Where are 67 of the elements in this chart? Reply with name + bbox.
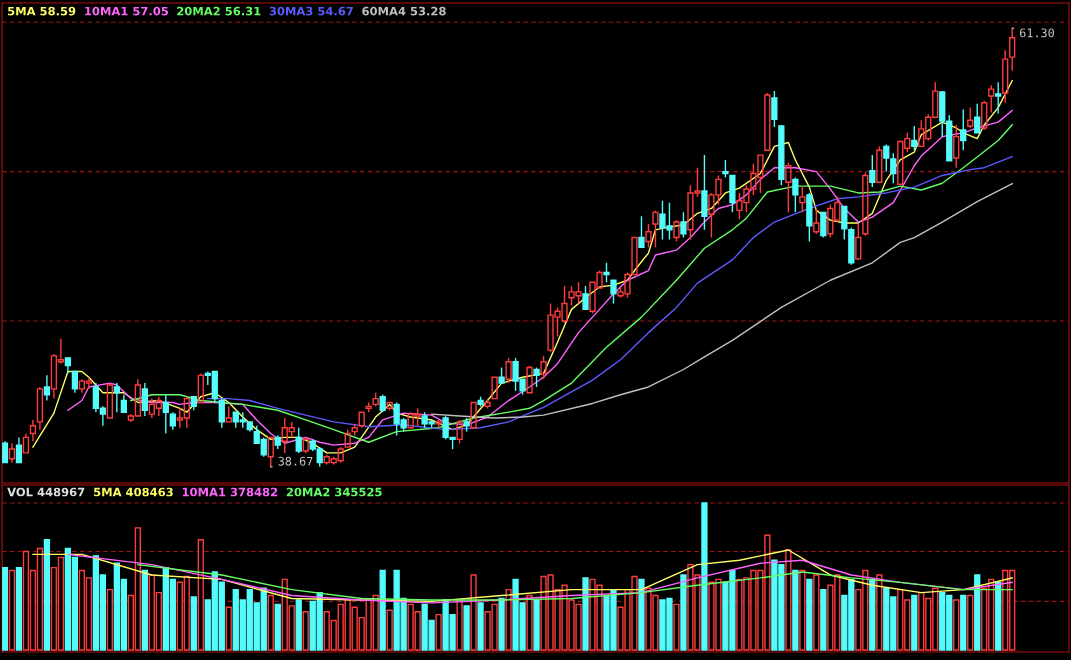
candlestick [162,394,169,435]
text: 5MA 408463 [94,487,173,497]
bar [967,594,974,651]
text: 60MA4 53.28 [362,6,446,16]
annotation: 38.67 [278,456,313,466]
bar [463,605,470,651]
bar [267,594,274,651]
bar [435,613,442,651]
bar [792,569,799,651]
text: 20MA2 345525 [286,487,382,497]
bar [813,574,820,651]
bar [820,588,827,651]
text: 61.30 [1019,28,1054,38]
bar [302,611,309,651]
bar [974,574,981,651]
candlestick [470,401,477,429]
bar [106,588,114,651]
candlestick [638,215,645,248]
candlestick [15,436,23,464]
bar [806,578,813,651]
candlestick [22,432,30,454]
bar [799,569,806,651]
bar [876,574,883,651]
text: 5MA 58.59 [8,6,76,16]
bar [701,502,708,651]
bar [995,581,1002,651]
bar [869,578,876,651]
bar [526,594,533,651]
bar [379,569,386,651]
bar [295,599,302,651]
text: 20MA2 56.31 [177,6,261,16]
bar [43,538,51,651]
bar [638,578,645,651]
text: 10MA1 378482 [182,487,278,497]
bar [477,602,484,651]
bar [785,549,792,651]
candlestick [491,376,498,400]
bar [386,609,393,651]
candlestick [141,382,148,417]
bar [274,603,281,651]
candlestick [43,374,51,402]
candlestick [113,382,121,413]
bar [8,569,16,651]
bar [15,566,23,651]
bar [197,538,204,651]
bar [470,574,477,651]
candlestick [8,442,16,464]
bar [680,574,687,651]
bar [582,577,589,651]
bar [533,599,540,651]
text: VOL 448967 [7,487,85,497]
bar [141,569,148,651]
bar [498,597,505,651]
text: 10MA1 57.05 [85,6,169,16]
candlestick [120,394,127,413]
candlestick [29,419,37,442]
candlestick [64,357,72,375]
text: 30MA3 54.67 [269,6,353,16]
bar [953,599,960,651]
candlestick [71,370,79,394]
bar [911,594,918,651]
bar [673,603,680,651]
bar [960,594,967,651]
bar [505,588,512,651]
bar [456,599,463,651]
bar [225,606,232,651]
bar [190,596,197,651]
